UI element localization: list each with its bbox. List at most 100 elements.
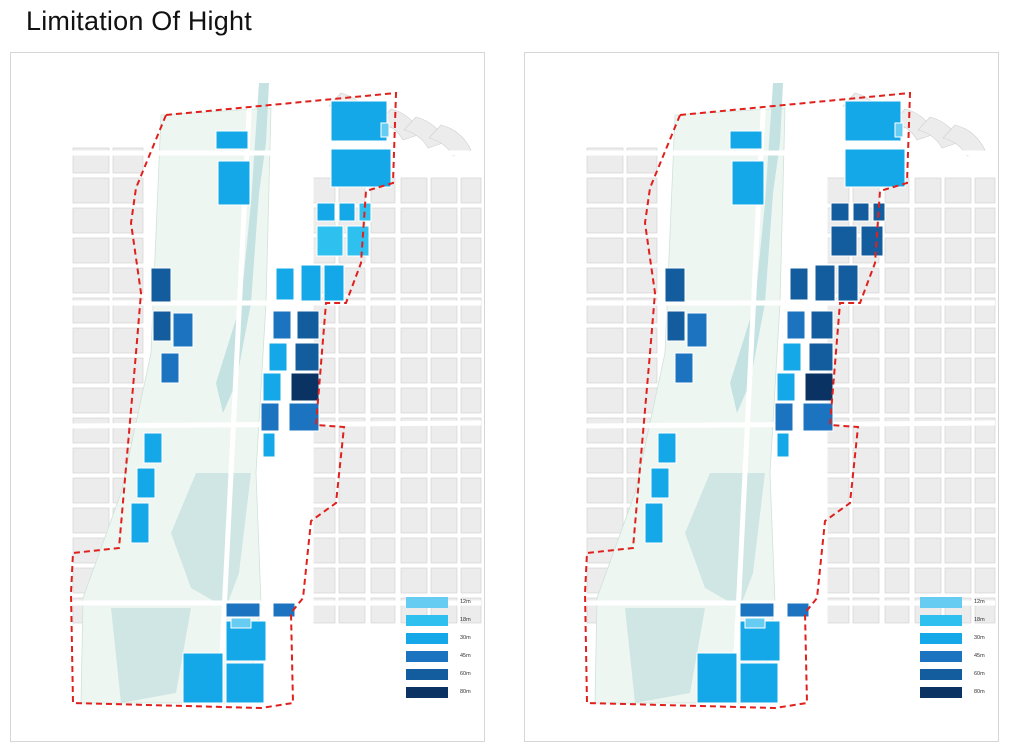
parcel [230, 617, 252, 629]
city-block [586, 387, 624, 414]
city-block [112, 357, 144, 384]
parcel [272, 602, 296, 618]
parcel [739, 602, 775, 618]
legend-label: 80m [460, 689, 471, 695]
city-block [430, 177, 458, 204]
city-block [974, 237, 996, 264]
city-block [974, 567, 996, 594]
city-block [586, 237, 624, 264]
city-block [72, 417, 110, 444]
planning-boundary [583, 91, 912, 710]
parcel [686, 312, 708, 348]
city-block [914, 237, 942, 264]
height-legend: 12m 18m 30m 45m 60m 80m [406, 593, 478, 701]
parcel [217, 160, 251, 206]
legend-label: 60m [974, 671, 985, 677]
parcel [262, 372, 282, 402]
parcel [786, 310, 806, 340]
parcel [666, 310, 686, 342]
city-block [824, 477, 850, 504]
city-block [974, 447, 996, 474]
parcel [296, 310, 320, 340]
legend-label: 45m [460, 653, 471, 659]
legend-swatch [406, 668, 448, 680]
city-block [460, 477, 482, 504]
legend-swatch [406, 614, 448, 626]
city-block [400, 387, 428, 414]
city-block [460, 177, 482, 204]
page-title: Limitation Of Hight [26, 6, 252, 36]
city-block [72, 507, 110, 534]
city-block [400, 207, 428, 234]
parcel [837, 264, 859, 302]
city-block [400, 177, 428, 204]
legend-swatch [920, 668, 962, 680]
city-block [370, 447, 396, 474]
city-block [310, 567, 336, 594]
parcel [804, 372, 834, 402]
city-block [400, 507, 428, 534]
city-block [852, 447, 880, 474]
parcel [894, 122, 904, 138]
city-block [112, 237, 144, 264]
parcel [810, 310, 834, 340]
city-block [400, 327, 428, 354]
parcel [739, 662, 779, 704]
parcel [814, 264, 836, 302]
city-block [944, 237, 972, 264]
city-block [72, 477, 110, 504]
city-block [884, 477, 910, 504]
height-parcels [130, 100, 392, 704]
city-block [626, 237, 658, 264]
city-block [974, 207, 996, 234]
planning-boundary [69, 91, 398, 710]
parcel [294, 342, 320, 372]
legend-label: 30m [460, 635, 471, 641]
city-block [626, 207, 658, 234]
map-panel-right: 12m 18m 30m 45m 60m 80m [524, 52, 999, 742]
city-block [884, 567, 910, 594]
city-block [72, 237, 110, 264]
city-block [914, 357, 942, 384]
city-block [460, 447, 482, 474]
city-block [428, 124, 472, 157]
city-block [338, 327, 366, 354]
city-block [944, 267, 972, 294]
parcel [844, 148, 906, 188]
city-block [430, 447, 458, 474]
legend-item: 60m [920, 665, 992, 683]
parcel [731, 160, 765, 206]
legend-item: 12m [406, 593, 478, 611]
city-block [852, 357, 880, 384]
parcel [160, 352, 180, 384]
city-block [974, 477, 996, 504]
parcel [172, 312, 194, 348]
city-block [974, 327, 996, 354]
city-block [852, 477, 880, 504]
parcel [316, 202, 336, 222]
site-map [69, 72, 482, 714]
city-block [626, 357, 658, 384]
city-block [72, 327, 110, 354]
parcel [776, 432, 790, 458]
city-block [944, 177, 972, 204]
city-block [370, 477, 396, 504]
city-block [460, 507, 482, 534]
city-block [914, 207, 942, 234]
city-block [944, 387, 972, 414]
city-block [370, 507, 396, 534]
legend-item: 80m [406, 683, 478, 701]
city-block [884, 267, 910, 294]
city-block [586, 267, 624, 294]
city-block [884, 447, 910, 474]
city-block [338, 357, 366, 384]
city-block [884, 537, 910, 564]
city-block [370, 207, 396, 234]
parcel [380, 122, 390, 138]
city-block [884, 327, 910, 354]
city-block [338, 537, 366, 564]
city-block [944, 507, 972, 534]
city-block [852, 507, 880, 534]
city-block [370, 567, 396, 594]
city-block [460, 537, 482, 564]
